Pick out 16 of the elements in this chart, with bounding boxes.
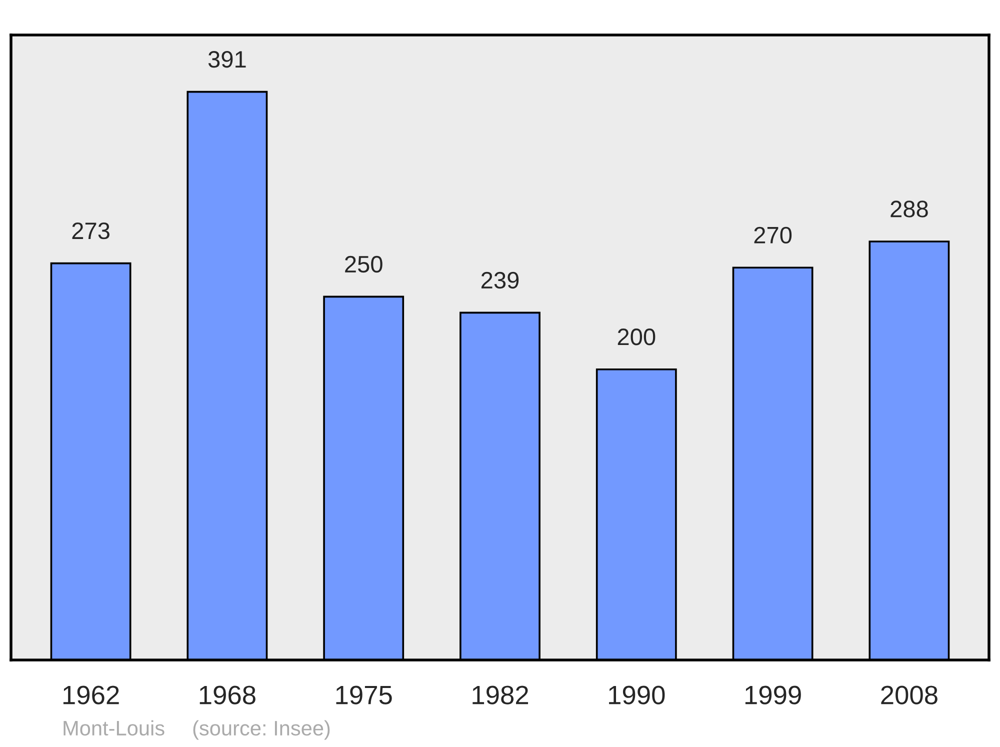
data-label: 200 (618, 328, 656, 346)
data-label: 273 (72, 222, 110, 240)
x-tick-label: 1962 (63, 686, 119, 704)
data-label: 250 (345, 256, 382, 273)
x-tick-label: 1975 (336, 686, 392, 704)
data-label: 239 (481, 272, 519, 289)
x-tick-label: 1999 (745, 686, 801, 704)
text: (source: Insee) (193, 720, 330, 740)
x-tick-label: 1982 (472, 686, 528, 704)
text: Mont-Louis (64, 720, 164, 736)
data-label: 391 (208, 50, 246, 68)
data-label: 270 (754, 226, 792, 244)
x-tick-label: 2008 (881, 686, 938, 704)
data-label: 288 (890, 200, 928, 218)
x-tick-label: 1990 (609, 686, 665, 704)
x-tick-label: 1968 (200, 686, 256, 704)
